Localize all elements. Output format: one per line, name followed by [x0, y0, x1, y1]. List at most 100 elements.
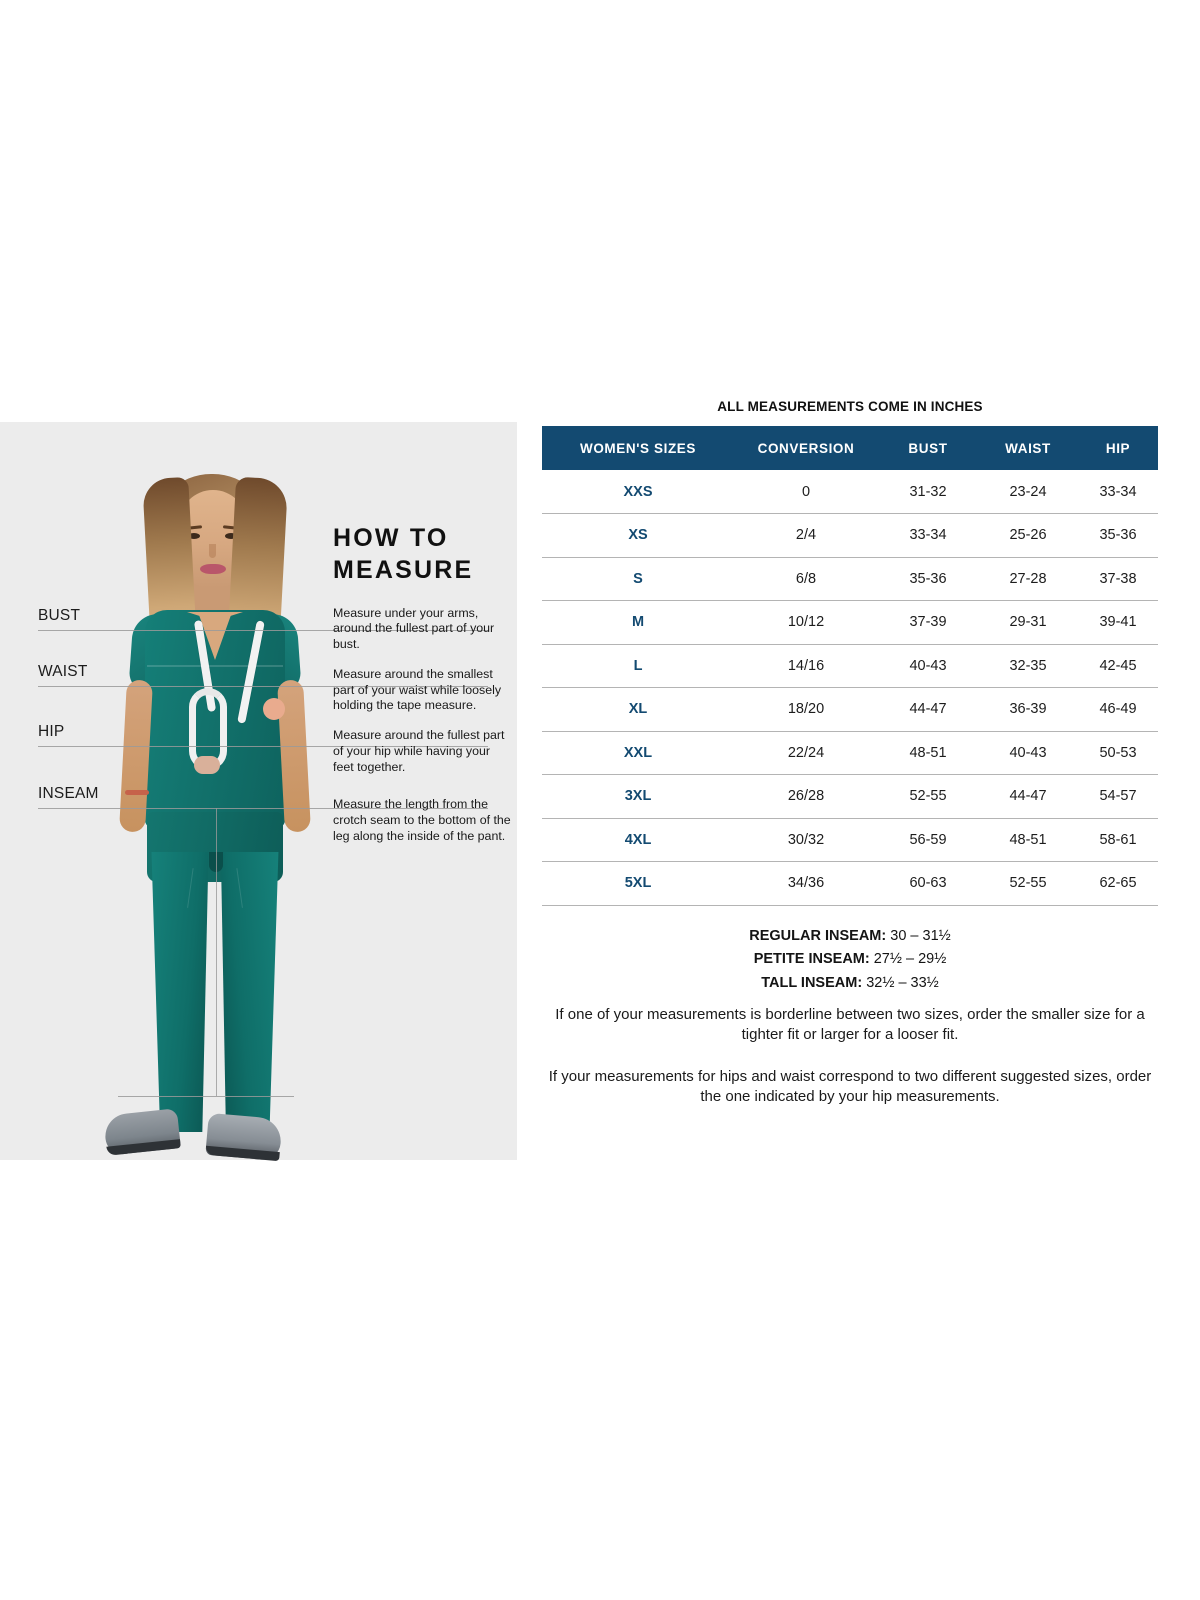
cell-bust: 56-59 [878, 818, 978, 862]
cell-bust: 44-47 [878, 687, 978, 732]
model-scrub-pants [147, 852, 283, 1132]
guide-line-inseam [38, 808, 488, 809]
guide-line-bust [38, 630, 488, 631]
model-shoe-sole-right [205, 1145, 280, 1162]
inseam-tall-value: 32½ – 33½ [866, 974, 939, 991]
cell-bust: 37-39 [878, 600, 978, 645]
cell-conversion: 2/4 [734, 513, 878, 558]
cell-hip: 39-41 [1078, 600, 1158, 645]
cell-hip: 33-34 [1078, 470, 1158, 514]
cell-size: M [542, 600, 734, 645]
cell-waist: 27-28 [978, 557, 1078, 601]
waist-description: Measure around the smallest part of your… [333, 666, 502, 713]
cell-waist: 48-51 [978, 818, 1078, 862]
how-to-measure-heading: HOW TO MEASURE [333, 523, 513, 587]
cell-hip: 35-36 [1078, 513, 1158, 558]
cell-bust: 40-43 [878, 644, 978, 688]
model-pant-pocket-right [236, 864, 272, 908]
cell-waist: 29-31 [978, 600, 1078, 645]
inseam-petite-value: 27½ – 29½ [873, 951, 947, 968]
cell-bust: 52-55 [878, 774, 978, 819]
column-header-conversion: CONVERSION [734, 426, 878, 470]
model-pant-pocket-left [158, 864, 194, 908]
inseam-bottom-tick [118, 1096, 294, 1097]
cell-size: 4XL [542, 818, 734, 862]
table-row: 3XL 26/28 52-55 44-47 54-57 [542, 774, 1158, 819]
stethoscope-bell [194, 756, 220, 774]
inseam-petite-label: PETITE INSEAM: [753, 951, 870, 968]
model-top-yoke-seam [147, 665, 283, 667]
inseam-description: Measure the length from the crotch seam … [333, 797, 511, 843]
cell-hip: 54-57 [1078, 774, 1158, 819]
inseam-tall-label: TALL INSEAM: [761, 974, 863, 991]
cell-hip: 46-49 [1078, 687, 1158, 732]
cell-conversion: 30/32 [734, 818, 878, 862]
table-row: L 14/16 40-43 32-35 42-45 [542, 644, 1158, 688]
cell-waist: 44-47 [978, 774, 1078, 819]
cell-waist: 25-26 [978, 513, 1078, 558]
model-bracelet [125, 790, 149, 795]
cell-conversion: 10/12 [734, 600, 878, 645]
guide-label-hip: HIP [38, 723, 65, 740]
cell-waist: 36-39 [978, 687, 1078, 732]
stethoscope-chestpiece [263, 698, 285, 720]
guide-label-inseam: INSEAM [38, 785, 99, 802]
cell-bust: 60-63 [878, 861, 978, 906]
cell-conversion: 34/36 [734, 861, 878, 906]
cell-conversion: 6/8 [734, 557, 878, 601]
column-header-waist: WAIST [978, 426, 1078, 470]
column-header-bust: BUST [878, 426, 978, 470]
column-header-womens-sizes: WOMEN'S SIZES [542, 426, 734, 470]
hip-description: Measure around the fullest part of your … [333, 728, 505, 774]
sizing-note-hip-priority: If your measurements for hips and waist … [548, 1067, 1152, 1105]
cell-hip: 37-38 [1078, 557, 1158, 601]
cell-conversion: 18/20 [734, 687, 878, 732]
heading-line-2: MEASURE [333, 555, 474, 584]
inseam-regular-label: REGULAR INSEAM: [749, 928, 887, 944]
table-body: XXS 0 31-32 23-24 33-34 XS 2/4 33-34 25-… [542, 470, 1158, 906]
guide-line-hip [38, 746, 488, 747]
cell-size: L [542, 644, 734, 688]
table-header-row: WOMEN'S SIZES CONVERSION BUST WAIST HIP [542, 426, 1158, 470]
model-lips [200, 564, 226, 574]
model-pant-leg-right [220, 852, 279, 1132]
cell-bust: 35-36 [878, 557, 978, 601]
table-row: 4XL 30/32 56-59 48-51 58-61 [542, 818, 1158, 862]
inseam-regular-value: 30 – 31½ [890, 928, 951, 944]
cell-size: XXL [542, 731, 734, 775]
table-row: XXL 22/24 48-51 40-43 50-53 [542, 731, 1158, 775]
table-row: S 6/8 35-36 27-28 37-38 [542, 557, 1158, 601]
heading-line-1: HOW TO [333, 524, 449, 552]
how-to-measure-text-block: HOW TO MEASURE Measure under your arms, … [333, 523, 513, 845]
guide-label-bust: BUST [38, 607, 81, 624]
cell-conversion: 22/24 [734, 731, 878, 775]
table-row: 5XL 34/36 60-63 52-55 62-65 [542, 861, 1158, 906]
inseam-regular: REGULAR INSEAM: 30 – 31½ [542, 925, 1158, 948]
guide-label-waist: WAIST [38, 663, 88, 680]
table-row: XL 18/20 44-47 36-39 46-49 [542, 687, 1158, 732]
cell-waist: 23-24 [978, 470, 1078, 514]
cell-bust: 31-32 [878, 470, 978, 514]
cell-size: XS [542, 513, 734, 558]
cell-bust: 48-51 [878, 731, 978, 775]
table-row: M 10/12 37-39 29-31 39-41 [542, 600, 1158, 645]
inseam-petite: PETITE INSEAM: 27½ – 29½ [542, 948, 1158, 971]
model-pant-leg-left [151, 852, 209, 1132]
cell-waist: 32-35 [978, 644, 1078, 688]
inseam-info-block: REGULAR INSEAM: 30 – 31½ PETITE INSEAM: … [542, 925, 1158, 995]
inseam-vertical-measure-line [216, 808, 217, 1096]
bust-description: Measure under your arms, around the full… [333, 605, 495, 652]
cell-hip: 50-53 [1078, 731, 1158, 775]
how-to-measure-panel: BUST WAIST HIP INSEAM HOW TO MEASURE Mea… [0, 422, 517, 1162]
cell-waist: 52-55 [978, 861, 1078, 906]
cell-conversion: 0 [734, 470, 878, 514]
cell-size: 5XL [542, 861, 734, 906]
cell-hip: 42-45 [1078, 644, 1158, 688]
sizing-notes-block: If one of your measurements is borderlin… [542, 1005, 1158, 1107]
cell-conversion: 14/16 [734, 644, 878, 688]
column-header-hip: HIP [1078, 426, 1158, 470]
model-nose [209, 544, 216, 558]
model-illustration [95, 452, 335, 1162]
table-header: WOMEN'S SIZES CONVERSION BUST WAIST HIP [542, 426, 1158, 470]
cell-size: XXS [542, 470, 734, 514]
